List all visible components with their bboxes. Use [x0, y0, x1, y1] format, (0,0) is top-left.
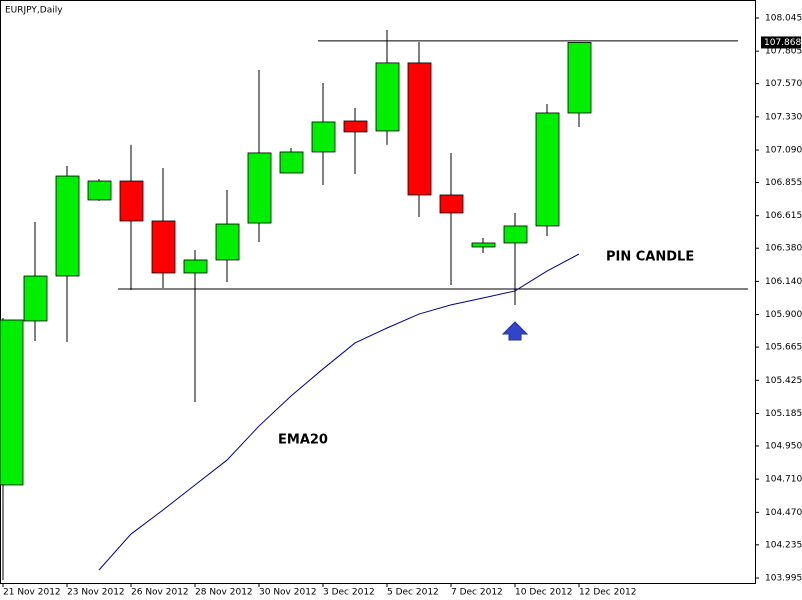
candle-body	[0, 319, 24, 486]
annotation: PIN CANDLE	[606, 250, 694, 265]
y-tick-label: 105.425	[765, 376, 802, 386]
y-tick-label: 107.805	[765, 47, 802, 57]
candle-body	[567, 42, 592, 114]
candle-body	[151, 220, 176, 274]
x-tick-label: 12 Dec 2012	[579, 588, 637, 598]
y-tick-label: 106.380	[765, 244, 802, 254]
candle-body	[311, 121, 336, 153]
x-tick-label: 23 Nov 2012	[67, 588, 125, 598]
candle-body	[471, 242, 496, 248]
ema-line	[98, 253, 580, 571]
y-tick-label: 106.140	[765, 277, 802, 287]
candle-body	[407, 62, 432, 196]
y-tick-label: 106.615	[765, 211, 802, 221]
y-tick-label: 104.710	[765, 475, 802, 485]
candle-body	[87, 180, 112, 201]
y-tick-label: 106.855	[765, 178, 802, 188]
candle-body	[503, 225, 528, 244]
y-tick-label: 108.045	[765, 13, 802, 23]
candle-body	[23, 275, 48, 322]
candle-body	[279, 151, 304, 174]
candle-body	[375, 62, 400, 132]
y-tick-label: 107.090	[765, 146, 802, 156]
price-box	[761, 36, 801, 49]
y-tick-label: 107.570	[765, 79, 802, 89]
candle-body	[439, 194, 464, 214]
price-label: 107.868	[764, 38, 801, 48]
chart-title: EURJPY,Daily	[5, 6, 63, 16]
y-tick-label: 105.185	[765, 409, 802, 419]
candle-body	[183, 259, 208, 274]
x-tick-label: 26 Nov 2012	[131, 588, 189, 598]
y-tick-label: 104.950	[765, 441, 802, 451]
candle-body	[119, 180, 144, 222]
candle-body	[535, 112, 560, 227]
y-tick-label: 104.235	[765, 540, 802, 550]
candle-body	[343, 120, 368, 133]
x-tick-label: 10 Dec 2012	[515, 588, 573, 598]
x-tick-label: 21 Nov 2012	[3, 588, 61, 598]
y-tick-label: 105.900	[765, 310, 802, 320]
x-tick-label: 7 Dec 2012	[451, 588, 503, 598]
y-tick-label: 104.470	[765, 508, 802, 518]
ema-label: EMA20	[278, 433, 328, 448]
x-tick-label: 3 Dec 2012	[323, 588, 375, 598]
candle-body	[55, 175, 80, 277]
x-tick-label: 5 Dec 2012	[387, 588, 439, 598]
y-tick-label: 105.665	[765, 343, 802, 353]
candle-body	[215, 223, 240, 261]
candle-body	[247, 152, 272, 224]
y-tick-label: 103.995	[765, 574, 802, 584]
y-tick-label: 107.330	[765, 112, 802, 122]
arrow	[501, 321, 529, 341]
x-tick-label: 28 Nov 2012	[195, 588, 253, 598]
x-tick-label: 30 Nov 2012	[259, 588, 317, 598]
